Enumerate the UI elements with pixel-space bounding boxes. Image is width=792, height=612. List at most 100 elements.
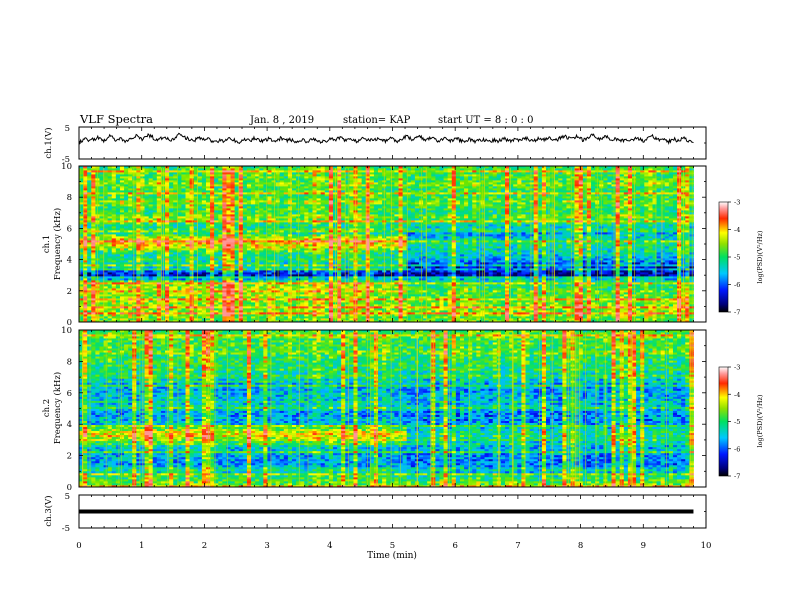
- spectrogram-cell: [87, 270, 92, 273]
- spectrogram-cell: [107, 262, 113, 265]
- spectrogram-cell: [205, 172, 211, 175]
- spectrogram-cell: [214, 190, 219, 193]
- spectrogram-cell: [242, 292, 248, 295]
- spectrogram-cell: [140, 226, 145, 229]
- spectrogram-cell: [79, 192, 84, 195]
- spectrogram-cell: [234, 172, 240, 175]
- spectrogram-cell: [177, 248, 182, 251]
- spectrogram-cell: [197, 238, 203, 241]
- spectrogram-cell: [107, 202, 113, 205]
- spectrogram-cell: [197, 298, 203, 301]
- spectrogram-cell: [128, 170, 133, 173]
- spectrogram-cell: [234, 312, 240, 315]
- spectrogram-cell: [156, 222, 162, 225]
- spectrogram-cell: [124, 196, 129, 199]
- spectrogram-cell: [148, 226, 154, 229]
- spectrogram-cell: [83, 246, 88, 249]
- spectrogram-cell: [119, 170, 125, 173]
- spectrogram-cell: [181, 184, 186, 187]
- spectrogram-cell: [99, 302, 104, 305]
- spectrogram-cell: [181, 276, 186, 279]
- spectrogram-cell: [107, 224, 113, 227]
- spectrogram-cell: [119, 310, 125, 313]
- spectrogram-cell: [222, 166, 227, 169]
- spectrogram-cell: [79, 252, 84, 255]
- spectrogram-cell: [234, 236, 240, 239]
- spectrogram-cell: [83, 298, 88, 301]
- spectrogram-cell: [119, 302, 125, 305]
- spectrogram-cell: [148, 202, 154, 205]
- spectrogram-cell: [119, 278, 125, 281]
- spectrogram-cell: [181, 286, 186, 289]
- spectrogram-cell: [230, 254, 236, 257]
- spectrogram-cell: [140, 274, 145, 277]
- spectrogram-cell: [181, 202, 186, 205]
- spectrogram-cell: [185, 312, 191, 315]
- spectrogram-cell: [115, 170, 121, 173]
- spectrogram-cell: [140, 170, 145, 173]
- spectrogram-cell: [177, 214, 182, 217]
- spectrogram-cell: [87, 254, 92, 257]
- spectrogram-cell: [132, 304, 137, 307]
- spectrogram-cell: [201, 274, 207, 277]
- spectrogram-cell: [119, 268, 125, 271]
- spectrogram-cell: [169, 252, 174, 255]
- spectrogram-cell: [177, 208, 182, 211]
- spectrogram-cell: [144, 224, 150, 227]
- spectrogram-cell: [181, 280, 186, 283]
- spectrogram-cell: [132, 170, 137, 173]
- spectrogram-cell: [205, 276, 211, 279]
- spectrogram-cell: [210, 290, 215, 293]
- spectrogram-cell: [234, 216, 240, 219]
- spectrogram-cell: [140, 214, 145, 217]
- spectrogram-cell: [87, 314, 92, 317]
- spectrogram-cell: [181, 182, 186, 185]
- spectrogram-cell: [99, 270, 104, 273]
- spectrogram-cell: [205, 280, 211, 283]
- spectrogram-cell: [148, 174, 154, 177]
- spectrogram-cell: [238, 270, 244, 273]
- spectrogram-cell: [107, 216, 113, 219]
- spectrogram-cell: [201, 276, 207, 279]
- spectrogram-cell: [165, 264, 170, 267]
- spectrogram-cell: [177, 174, 182, 177]
- spectrogram-cell: [111, 242, 117, 245]
- spectrogram-cell: [230, 296, 236, 299]
- spectrogram-cell: [136, 304, 141, 307]
- spectrogram-cell: [238, 208, 244, 211]
- spectrogram-cell: [165, 292, 170, 295]
- spectrogram-cell: [156, 252, 162, 255]
- spectrogram-cell: [156, 236, 162, 239]
- spectrogram-cell: [222, 254, 227, 257]
- spectrogram-cell: [128, 188, 133, 191]
- spectrogram-cell: [144, 218, 150, 221]
- spectrogram-cell: [115, 192, 121, 195]
- spectrogram-cell: [99, 262, 104, 265]
- spectrogram-cell: [128, 296, 133, 299]
- spectrogram-cell: [107, 304, 113, 307]
- spectrogram-cell: [205, 228, 211, 231]
- spectrogram-cell: [79, 250, 84, 253]
- spectrogram-cell: [238, 224, 244, 227]
- spectrogram-cell: [111, 250, 117, 253]
- spectrogram-cell: [140, 300, 145, 303]
- spectrogram-cell: [91, 272, 96, 275]
- spectrogram-cell: [185, 266, 191, 269]
- spectrogram-cell: [181, 222, 186, 225]
- spectrogram-cell: [218, 212, 223, 215]
- spectrogram-cell: [197, 216, 203, 219]
- spectrogram-cell: [91, 184, 96, 187]
- spectrogram-cell: [218, 222, 223, 225]
- spectrogram-cell: [87, 260, 92, 263]
- spectrogram-cell: [226, 202, 231, 205]
- spectrogram-cell: [189, 278, 195, 281]
- spectrogram-cell: [238, 314, 244, 317]
- spectrogram-cell: [222, 252, 227, 255]
- spectrogram-cell: [91, 284, 96, 287]
- spectrogram-cell: [128, 268, 133, 271]
- spectrogram-cell: [119, 290, 125, 293]
- spectrogram-cell: [185, 216, 191, 219]
- spectrogram-cell: [140, 216, 145, 219]
- spectrogram-cell: [140, 174, 145, 177]
- spectrogram-cell: [79, 222, 84, 225]
